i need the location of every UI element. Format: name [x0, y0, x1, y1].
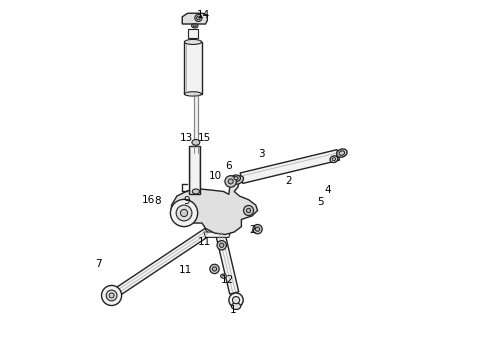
Text: 6: 6 — [225, 161, 232, 171]
Polygon shape — [216, 231, 239, 294]
Ellipse shape — [184, 40, 201, 44]
Text: 14: 14 — [197, 10, 210, 20]
Ellipse shape — [234, 177, 238, 180]
Polygon shape — [182, 13, 207, 24]
Circle shape — [217, 240, 226, 250]
Circle shape — [180, 210, 188, 217]
Text: 11: 11 — [198, 237, 212, 247]
Polygon shape — [114, 228, 210, 297]
Text: 5: 5 — [317, 197, 323, 207]
Ellipse shape — [231, 303, 241, 310]
Circle shape — [246, 208, 251, 213]
Circle shape — [106, 290, 117, 301]
Circle shape — [225, 176, 236, 187]
Ellipse shape — [220, 274, 226, 278]
Text: 10: 10 — [209, 171, 222, 181]
Text: 9: 9 — [184, 196, 190, 206]
Ellipse shape — [184, 92, 201, 96]
Circle shape — [253, 225, 262, 234]
Ellipse shape — [232, 175, 241, 181]
Ellipse shape — [337, 149, 347, 157]
Circle shape — [101, 285, 122, 306]
Text: 4: 4 — [325, 185, 332, 195]
Ellipse shape — [330, 156, 338, 162]
Circle shape — [229, 293, 243, 307]
Ellipse shape — [339, 151, 344, 156]
Ellipse shape — [192, 139, 200, 145]
Circle shape — [220, 243, 224, 247]
Text: 12: 12 — [221, 275, 234, 285]
Text: 8: 8 — [154, 196, 160, 206]
Text: 15: 15 — [198, 134, 212, 143]
Polygon shape — [172, 177, 258, 234]
Ellipse shape — [194, 25, 196, 27]
Polygon shape — [189, 146, 200, 194]
Circle shape — [255, 227, 260, 231]
Ellipse shape — [234, 176, 244, 184]
Text: 11: 11 — [178, 265, 192, 275]
Circle shape — [212, 267, 217, 271]
Polygon shape — [184, 42, 201, 94]
Circle shape — [196, 16, 200, 20]
Circle shape — [109, 293, 114, 298]
Polygon shape — [240, 150, 340, 184]
Polygon shape — [194, 94, 198, 153]
Circle shape — [171, 199, 197, 226]
Text: 16: 16 — [142, 195, 155, 205]
Circle shape — [228, 179, 233, 184]
Ellipse shape — [332, 158, 336, 161]
Polygon shape — [188, 30, 198, 39]
Ellipse shape — [192, 189, 199, 194]
Circle shape — [176, 205, 192, 221]
Polygon shape — [204, 232, 231, 237]
Text: 7: 7 — [96, 259, 102, 269]
Circle shape — [244, 206, 254, 216]
Text: 2: 2 — [249, 225, 256, 235]
Circle shape — [232, 297, 240, 304]
Text: 13: 13 — [180, 134, 194, 143]
Circle shape — [195, 14, 202, 22]
Text: 1: 1 — [230, 305, 237, 315]
Text: 3: 3 — [258, 149, 265, 159]
Ellipse shape — [192, 24, 198, 28]
Text: 2: 2 — [286, 176, 292, 186]
Circle shape — [210, 264, 219, 274]
